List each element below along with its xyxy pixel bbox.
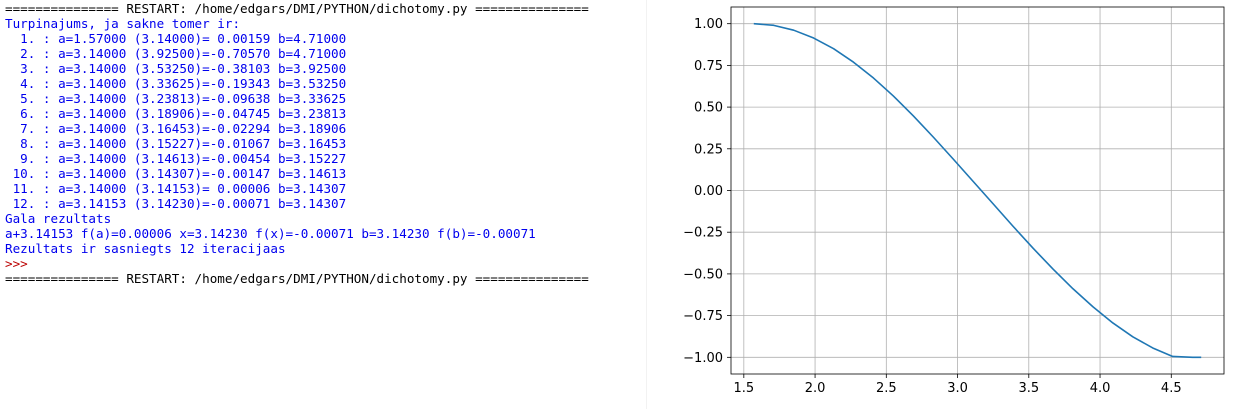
shell-line: 11. : a=3.14000 (3.14153)= 0.00006 b=3.1… (5, 181, 347, 196)
shell-lines: =============== RESTART: /home/edgars/DM… (5, 1, 589, 286)
y-tick-label: 0.00 (694, 184, 723, 199)
shell-line: >>> (5, 256, 28, 271)
x-tick-label: 1.5 (733, 381, 754, 396)
shell-line: 6. : a=3.14000 (3.18906)=-0.04745 b=3.23… (5, 106, 347, 121)
shell-line: 8. : a=3.14000 (3.15227)=-0.01067 b=3.16… (5, 136, 347, 151)
x-tick-label: 4.0 (1090, 381, 1111, 396)
y-tick-label: −0.50 (683, 267, 723, 282)
plot-figure: 1.5 2.0 2.5 3.0 3.5 4.0 4.5 1.00 0.75 0.50 0.25 0.0… (647, 0, 1242, 409)
x-tick-label: 2.5 (876, 381, 897, 396)
y-tick-label: 0.75 (694, 59, 723, 74)
x-tick-label: 3.5 (1018, 381, 1039, 396)
shell-line: 3. : a=3.14000 (3.53250)=-0.38103 b=3.92… (5, 61, 347, 76)
y-tick-label: −0.75 (683, 309, 723, 324)
shell-line: Turpinajums, ja sakne tomer ir: (5, 16, 241, 31)
shell-line: 12. : a=3.14153 (3.14230)=-0.00071 b=3.1… (5, 196, 347, 211)
x-tick-label: 4.5 (1161, 381, 1182, 396)
shell-line: 7. : a=3.14000 (3.16453)=-0.02294 b=3.18… (5, 121, 347, 136)
shell-line: =============== RESTART: /home/edgars/DM… (5, 271, 589, 286)
shell-line: 10. : a=3.14000 (3.14307)=-0.00147 b=3.1… (5, 166, 347, 181)
shell-line: 2. : a=3.14000 (3.92500)=-0.70570 b=4.71… (5, 46, 347, 61)
shell-line: =============== RESTART: /home/edgars/DM… (5, 1, 589, 16)
y-tick-label: −1.00 (683, 351, 723, 366)
y-tick-label: 0.25 (694, 142, 723, 157)
x-tick-label: 2.0 (805, 381, 826, 396)
x-tick-label: 3.0 (947, 381, 968, 396)
y-tick-label: −0.25 (683, 226, 723, 241)
line-chart: 1.5 2.0 2.5 3.0 3.5 4.0 4.5 1.00 0.75 0.50 0.25 0.0… (683, 6, 1225, 396)
shell-line: 4. : a=3.14000 (3.33625)=-0.19343 b=3.53… (5, 76, 347, 91)
shell-line: a+3.14153 f(a)=0.00006 x=3.14230 f(x)=-0… (5, 226, 536, 241)
y-tick-label: 0.50 (694, 101, 723, 116)
python-shell-output[interactable]: =============== RESTART: /home/edgars/DM… (0, 0, 646, 409)
shell-line: 1. : a=1.57000 (3.14000)= 0.00159 b=4.71… (5, 31, 347, 46)
y-tick-label: 1.00 (694, 17, 723, 32)
shell-line: Gala rezultats (5, 211, 112, 226)
shell-line: Rezultats ir sasniegts 12 iteracijaas (5, 241, 286, 256)
shell-line: 5. : a=3.14000 (3.23813)=-0.09638 b=3.33… (5, 91, 347, 106)
shell-line: 9. : a=3.14000 (3.14613)=-0.00454 b=3.15… (5, 151, 347, 166)
pane-divider (646, 0, 647, 409)
series-line (753, 22, 1202, 359)
